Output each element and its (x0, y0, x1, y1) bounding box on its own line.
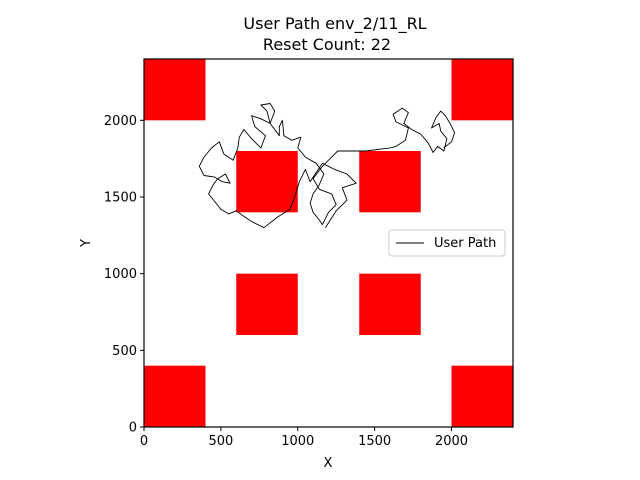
user-path-line (198, 103, 456, 229)
x-tick-label-2000: 2000 (435, 434, 468, 449)
chart-title-line-1: User Path env_2/11_RL (243, 14, 426, 34)
obstacle-1 (144, 59, 206, 121)
x-tick-label-1000: 1000 (281, 434, 314, 449)
x-axis-label: X (324, 456, 333, 471)
obstacle-8 (451, 365, 513, 427)
legend-entry-user-path: User Path (434, 236, 496, 251)
legend-box (388, 229, 506, 257)
x-tick-label-500: 500 (208, 434, 233, 449)
y-axis-label: Y (79, 239, 94, 248)
x-tick-label-0: 0 (140, 434, 148, 449)
plot-area: 0 500 1000 1500 2000 0 500 1000 1500 2000 (104, 58, 514, 449)
chart-title-line-2: Reset Count: 22 (263, 35, 391, 54)
y-tick-label-2000: 2000 (104, 114, 137, 129)
y-tick-label-1000: 1000 (104, 267, 137, 282)
obstacle-2 (451, 59, 513, 121)
legend: User Path (388, 229, 506, 257)
y-tick-label-1500: 1500 (104, 191, 137, 206)
obstacle-3 (236, 151, 298, 213)
obstacle-7 (144, 365, 206, 427)
obstacle-5 (236, 273, 298, 335)
y-tick-label-500: 500 (112, 344, 137, 359)
y-tick-label-0: 0 (129, 421, 137, 436)
plot-frame (143, 58, 514, 428)
x-tick-label-1500: 1500 (358, 434, 391, 449)
obstacle-4 (359, 151, 421, 213)
obstacle-6 (359, 273, 421, 335)
